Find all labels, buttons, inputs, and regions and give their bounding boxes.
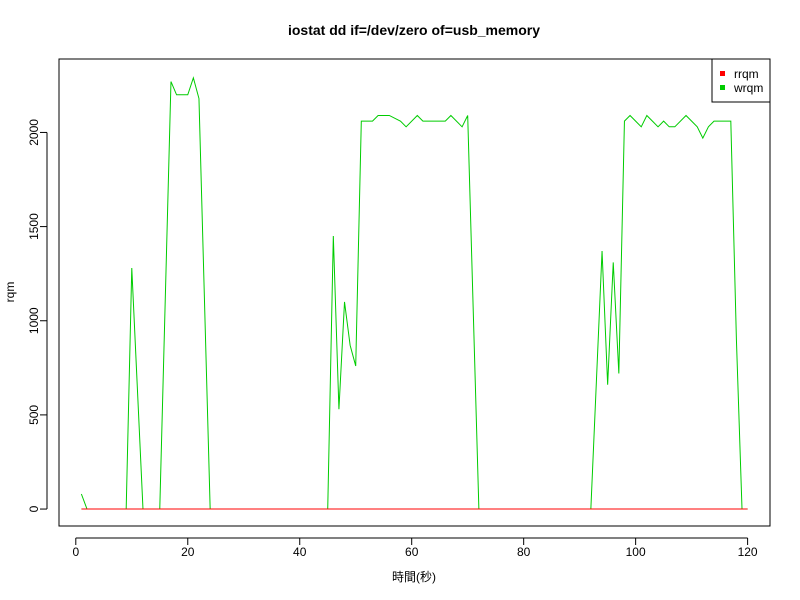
- y-tick-label: 2000: [27, 119, 41, 146]
- legend-swatch-rrqm: [720, 71, 725, 76]
- y-tick-label: 500: [27, 405, 41, 425]
- plot-frame: [58, 58, 771, 527]
- x-tick-label: 120: [738, 545, 758, 559]
- y-axis-label: rqm: [3, 282, 17, 303]
- series-line-wrqm: [80, 76, 748, 510]
- y-tick-label: 1500: [27, 213, 41, 240]
- x-tick-label: 60: [405, 545, 419, 559]
- x-tick-label: 80: [517, 545, 531, 559]
- y-tick-label: 1000: [27, 307, 41, 334]
- y-axis: 0 500 1000 1500 2000: [27, 119, 48, 512]
- x-tick-label: 40: [293, 545, 307, 559]
- chart-title: iostat dd if=/dev/zero of=usb_memory: [288, 22, 540, 38]
- x-axis: 0 20 40 60 80 100 120: [72, 537, 758, 559]
- x-tick-label: 100: [626, 545, 646, 559]
- y-tick-label: 0: [27, 505, 41, 512]
- series-layer: [80, 76, 748, 510]
- x-tick-label: 20: [181, 545, 195, 559]
- legend-label-wrqm: wrqm: [733, 81, 763, 95]
- x-axis-label: 時間(秒): [392, 570, 436, 584]
- legend-box: [711, 58, 771, 103]
- legend-swatch-wrqm: [720, 85, 725, 90]
- legend-label-rrqm: rrqm: [734, 67, 759, 81]
- x-tick-label: 0: [72, 545, 79, 559]
